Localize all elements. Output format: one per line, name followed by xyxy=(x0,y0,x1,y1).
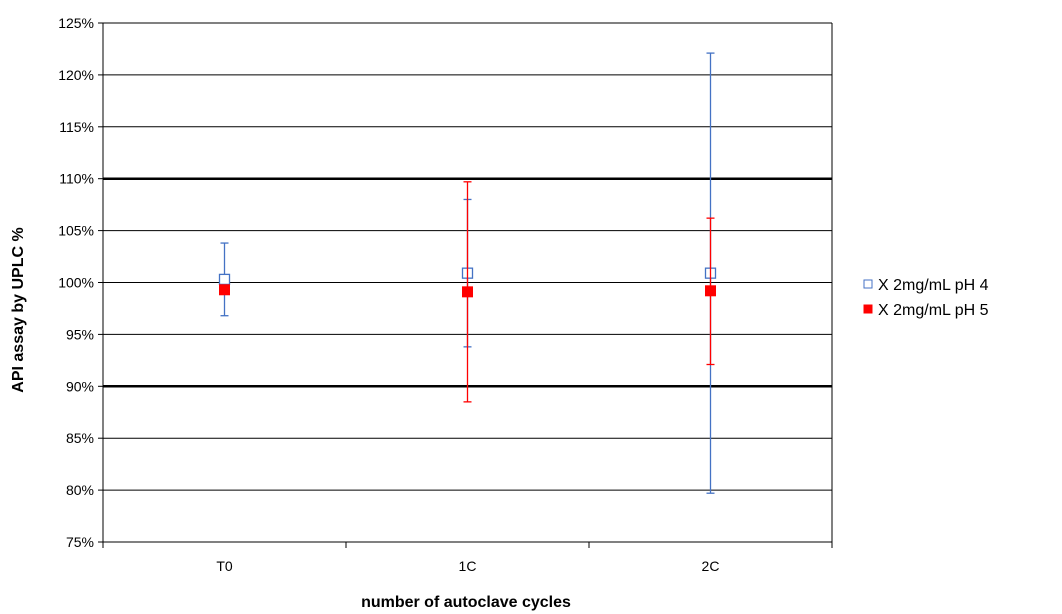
legend: X 2mg/mL pH 4 X 2mg/mL pH 5 xyxy=(863,277,989,319)
x-axis-title: number of autoclave cycles xyxy=(361,594,571,611)
y-tick-label: 85% xyxy=(66,430,94,446)
y-tick-label: 125% xyxy=(58,15,94,31)
y-tick-label: 115% xyxy=(59,119,94,135)
data-point xyxy=(462,286,473,298)
data-point xyxy=(218,273,231,286)
x-tick-label: T0 xyxy=(216,558,233,574)
axes xyxy=(98,22,833,548)
legend-label: X 2mg/mL pH 5 xyxy=(878,302,989,319)
y-tick-label: 80% xyxy=(66,482,94,498)
data-point xyxy=(705,285,716,297)
y-tick-label: 110% xyxy=(59,171,94,187)
y-tick-label: 95% xyxy=(66,326,94,342)
x-tick-labels: T0 1C 2C xyxy=(216,558,719,574)
legend-marker xyxy=(863,304,873,314)
legend-label: X 2mg/mL pH 4 xyxy=(878,277,989,294)
y-tick-label: 120% xyxy=(58,67,94,83)
y-tick-label: 100% xyxy=(58,275,94,291)
y-axis-title: API assay by UPLC % xyxy=(10,227,27,392)
y-tick-label: 90% xyxy=(66,378,94,394)
data-point xyxy=(219,284,230,296)
y-tick-label: 105% xyxy=(58,223,94,239)
legend-marker xyxy=(863,279,873,289)
y-tick-label: 75% xyxy=(66,534,94,550)
x-tick-label: 1C xyxy=(459,558,477,574)
y-tick-labels: 75% 80% 85% 90% 95% 100% 105% 110% 115% 120% 125% xyxy=(58,15,94,550)
series xyxy=(218,52,717,494)
x-tick-label: 2C xyxy=(702,558,720,574)
series-2 xyxy=(219,181,716,403)
